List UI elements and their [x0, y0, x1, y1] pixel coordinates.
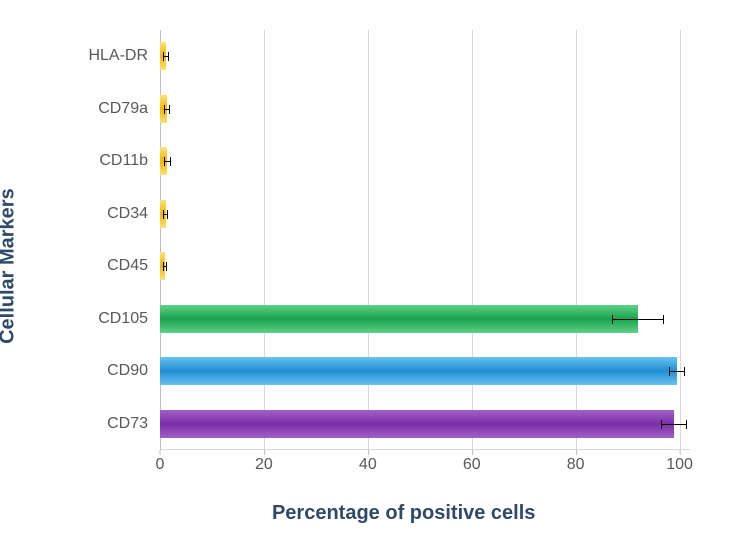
x-tick-label: 80	[567, 450, 585, 474]
x-tick-label: 40	[359, 450, 377, 474]
error-cap	[163, 210, 164, 219]
y-axis-line	[160, 30, 161, 450]
category-label: CD73	[107, 415, 160, 433]
error-cap	[167, 210, 168, 219]
error-cap	[163, 262, 164, 271]
plot-area: 020406080100 HLA-DRCD79aCD11bCD34CD45CD1…	[160, 30, 690, 450]
category-label: CD34	[107, 205, 160, 223]
error-cap	[164, 157, 165, 166]
error-bar	[669, 371, 685, 372]
error-cap	[163, 52, 164, 61]
error-cap	[170, 157, 171, 166]
gridline	[576, 30, 577, 450]
error-bar	[164, 109, 170, 110]
error-cap	[166, 262, 167, 271]
error-cap	[684, 367, 685, 376]
category-label: CD11b	[99, 152, 160, 170]
category-label: CD45	[107, 257, 160, 275]
bar	[160, 305, 638, 333]
gridline	[680, 30, 681, 450]
x-tick-label: 60	[463, 450, 481, 474]
error-bar	[163, 214, 168, 215]
gridline	[472, 30, 473, 450]
category-label: CD79a	[98, 100, 160, 118]
error-bar	[163, 266, 167, 267]
error-bar	[164, 161, 171, 162]
x-axis-line	[160, 449, 690, 450]
error-cap	[612, 315, 613, 324]
category-label: CD90	[107, 362, 160, 380]
x-tick-label: 0	[156, 450, 165, 474]
error-cap	[168, 52, 169, 61]
x-axis-title: Percentage of positive cells	[272, 502, 535, 525]
bar	[160, 357, 677, 385]
category-label: CD105	[98, 310, 160, 328]
error-bar	[661, 424, 687, 425]
error-cap	[164, 105, 165, 114]
chart-container: Cellular Markers Percentage of positive …	[0, 0, 734, 545]
error-bar	[163, 56, 169, 57]
bar	[160, 410, 674, 438]
error-cap	[669, 367, 670, 376]
category-label: HLA-DR	[88, 47, 160, 65]
error-cap	[169, 105, 170, 114]
x-tick-label: 20	[255, 450, 273, 474]
error-cap	[686, 420, 687, 429]
error-bar	[612, 319, 664, 320]
error-cap	[663, 315, 664, 324]
y-axis-title: Cellular Markers	[0, 188, 20, 344]
x-tick-label: 100	[666, 450, 693, 474]
error-cap	[661, 420, 662, 429]
gridline	[264, 30, 265, 450]
gridline	[368, 30, 369, 450]
